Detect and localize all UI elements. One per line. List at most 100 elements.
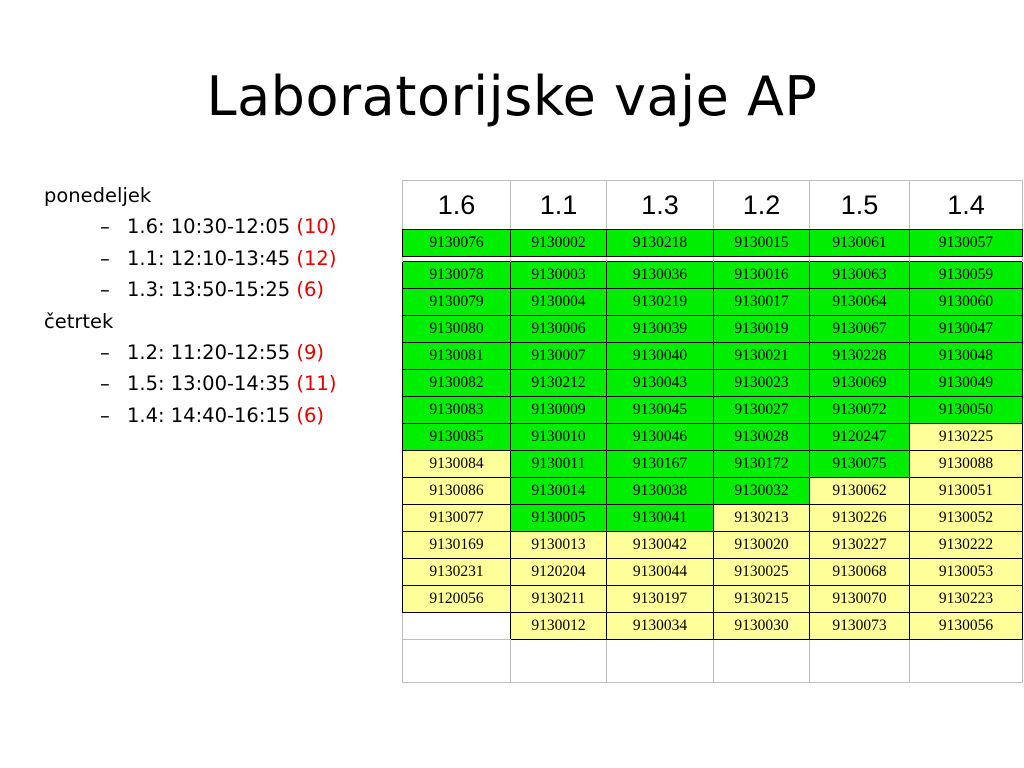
student-id-cell: 9130028 bbox=[713, 423, 810, 451]
slot-count: (6) bbox=[296, 278, 325, 302]
table-row: 9130231 9120204 9130044 9130025 9130068 91300… bbox=[402, 558, 1023, 586]
student-id-cell: 9130004 bbox=[510, 288, 607, 316]
student-id-cell: 9130083 bbox=[402, 396, 511, 424]
student-id-cell: 9130016 bbox=[713, 261, 810, 289]
group-header: 1.1 bbox=[510, 180, 607, 230]
list-dash: – bbox=[100, 246, 110, 270]
list-dash: – bbox=[100, 278, 110, 302]
student-id-cell: 9130079 bbox=[402, 288, 511, 316]
table-spacer-row bbox=[402, 639, 1023, 683]
student-id-cell: 9130050 bbox=[909, 396, 1023, 424]
empty-cell bbox=[606, 639, 714, 683]
list-dash: – bbox=[100, 215, 110, 239]
student-id-cell: 9130041 bbox=[606, 504, 714, 532]
student-id-cell: 9130172 bbox=[713, 450, 810, 478]
student-id-cell: 9130015 bbox=[713, 229, 810, 257]
student-id-cell: 9130043 bbox=[606, 369, 714, 397]
student-id-cell: 9130005 bbox=[510, 504, 607, 532]
student-id-cell: 9130223 bbox=[909, 585, 1023, 613]
student-id-cell: 9130036 bbox=[606, 261, 714, 289]
student-id-cell: 9130052 bbox=[909, 504, 1023, 532]
table-row: 9130081 9130007 9130040 9130021 9130228 91300… bbox=[402, 342, 1023, 370]
table-row: 9130080 9130006 9130039 9130019 9130067 91300… bbox=[402, 315, 1023, 343]
student-id-cell: 9130057 bbox=[909, 229, 1023, 257]
student-id-cell: 9120204 bbox=[510, 558, 607, 586]
schedule-slot: –1.6: 10:30-12:05 (10) bbox=[44, 211, 394, 242]
student-id-cell: 9130073 bbox=[809, 612, 910, 640]
empty-cell bbox=[713, 639, 810, 683]
student-id-cell: 9130228 bbox=[809, 342, 910, 370]
student-id-cell: 9130080 bbox=[402, 315, 511, 343]
student-id-cell: 9130056 bbox=[909, 612, 1023, 640]
student-id-cell: 9130013 bbox=[510, 531, 607, 559]
student-id-cell: 9130075 bbox=[809, 450, 910, 478]
slot-time: 1.6: 10:30-12:05 bbox=[127, 215, 291, 239]
slot-time: 1.1: 12:10-13:45 bbox=[127, 246, 291, 270]
student-id-cell: 9130197 bbox=[606, 585, 714, 613]
table-header-row: 1.6 1.1 1.3 1.2 1.5 1.4 bbox=[402, 180, 1023, 230]
group-header: 1.3 bbox=[606, 180, 714, 230]
slot-time: 1.5: 13:00-14:35 bbox=[127, 372, 291, 396]
slot-count: (12) bbox=[296, 246, 337, 270]
student-id-cell: 9130048 bbox=[909, 342, 1023, 370]
student-id-cell: 9130002 bbox=[510, 229, 607, 257]
empty-cell bbox=[510, 639, 607, 683]
student-id-cell: 9130039 bbox=[606, 315, 714, 343]
student-id-cell: 9130062 bbox=[809, 477, 910, 505]
schedule-list: ponedeljek –1.6: 10:30-12:05 (10) –1.1: 12… bbox=[44, 180, 394, 431]
group-header: 1.2 bbox=[713, 180, 810, 230]
empty-cell bbox=[809, 639, 910, 683]
student-id-cell: 9130069 bbox=[809, 369, 910, 397]
student-id-cell: 9130053 bbox=[909, 558, 1023, 586]
table-row: 9130169 9130013 9130042 9130020 9130227 91302… bbox=[402, 531, 1023, 559]
slot-count: (10) bbox=[296, 215, 337, 239]
empty-cell bbox=[909, 256, 1023, 262]
schedule-slot: –1.5: 13:00-14:35 (11) bbox=[44, 368, 394, 399]
student-id-cell: 9130034 bbox=[606, 612, 714, 640]
student-id-cell: 9130212 bbox=[510, 369, 607, 397]
student-id-cell: 9130088 bbox=[909, 450, 1023, 478]
student-id-cell: 9130019 bbox=[713, 315, 810, 343]
student-id-cell: 9130077 bbox=[402, 504, 511, 532]
group-header: 1.6 bbox=[402, 180, 511, 230]
student-id-cell: 9130059 bbox=[909, 261, 1023, 289]
table-row: 9130078 9130003 9130036 9130016 9130063 91300… bbox=[402, 261, 1023, 289]
student-id-cell: 9130082 bbox=[402, 369, 511, 397]
list-dash: – bbox=[100, 372, 110, 396]
student-id-cell: 9130006 bbox=[510, 315, 607, 343]
student-id-cell: 9130007 bbox=[510, 342, 607, 370]
student-id-cell: 9130046 bbox=[606, 423, 714, 451]
student-id-cell: 9130081 bbox=[402, 342, 511, 370]
table-row: 9130082 9130212 9130043 9130023 9130069 91300… bbox=[402, 369, 1023, 397]
schedule-day: ponedeljek bbox=[44, 184, 152, 207]
student-id-cell: 9130014 bbox=[510, 477, 607, 505]
student-id-cell: 9130078 bbox=[402, 261, 511, 289]
slot-count: (9) bbox=[296, 341, 325, 365]
table-row: 9120056 9130211 9130197 9130215 9130070 91302… bbox=[402, 585, 1023, 613]
table-spacer-row bbox=[402, 256, 1023, 262]
student-id-cell: 9130169 bbox=[402, 531, 511, 559]
student-id-cell: 9130010 bbox=[510, 423, 607, 451]
student-id-cell: 9130072 bbox=[809, 396, 910, 424]
student-id-cell: 9130167 bbox=[606, 450, 714, 478]
student-id-cell: 9120056 bbox=[402, 585, 511, 613]
student-group-table: 1.6 1.1 1.3 1.2 1.5 1.4 9130076 9130002 9130218… bbox=[402, 180, 1023, 683]
student-id-cell: 9130045 bbox=[606, 396, 714, 424]
slide-title: Laboratorijske vaje AP bbox=[206, 65, 818, 128]
student-id-cell: 9130227 bbox=[809, 531, 910, 559]
student-id-cell: 9130027 bbox=[713, 396, 810, 424]
table-row: 9130085 9130010 9130046 9130028 9120247 91302… bbox=[402, 423, 1023, 451]
empty-cell bbox=[402, 639, 511, 683]
student-id-cell: 9130225 bbox=[909, 423, 1023, 451]
student-id-cell: 9130032 bbox=[713, 477, 810, 505]
student-id-cell: 9130009 bbox=[510, 396, 607, 424]
table-row: 9130077 9130005 9130041 9130213 9130226 91300… bbox=[402, 504, 1023, 532]
student-id-cell: 9130042 bbox=[606, 531, 714, 559]
student-id-cell: 9130231 bbox=[402, 558, 511, 586]
student-id-cell: 9130025 bbox=[713, 558, 810, 586]
student-id-cell: 9130063 bbox=[809, 261, 910, 289]
list-dash: – bbox=[100, 341, 110, 365]
student-id-cell: 9130070 bbox=[809, 585, 910, 613]
student-id-cell: 9130049 bbox=[909, 369, 1023, 397]
student-id-cell: 9130011 bbox=[510, 450, 607, 478]
